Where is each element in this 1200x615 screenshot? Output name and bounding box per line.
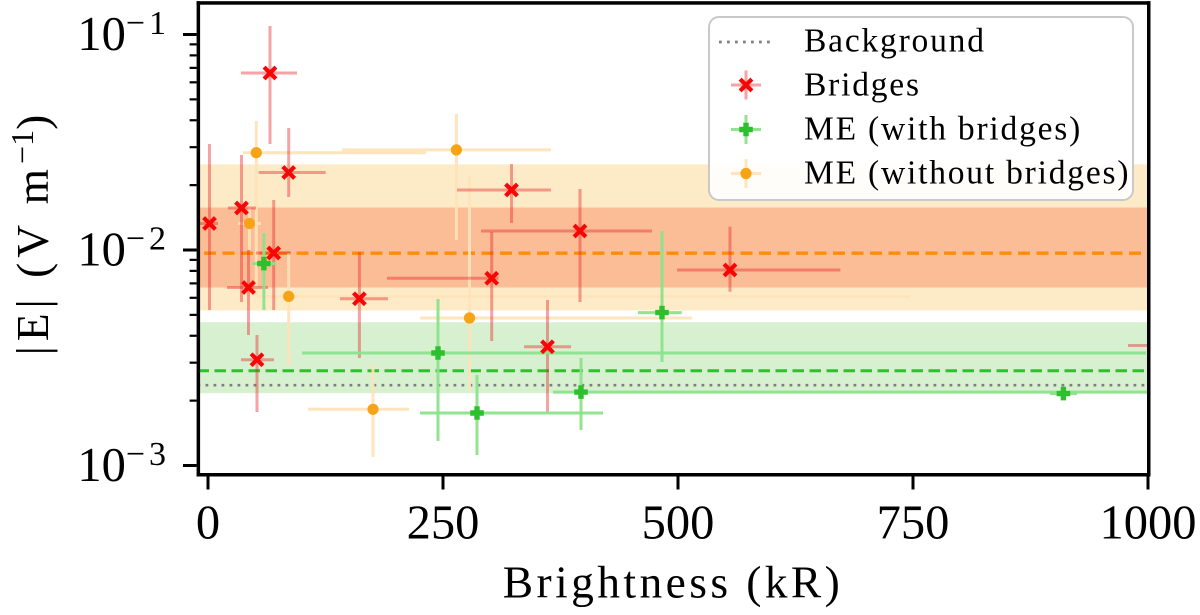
svg-text:500: 500 (642, 497, 715, 550)
svg-text:Background: Background (804, 22, 986, 59)
svg-text:250: 250 (407, 497, 480, 550)
svg-text:750: 750 (877, 497, 950, 550)
svg-text:0: 0 (196, 497, 220, 550)
svg-text:ME (with bridges): ME (with bridges) (804, 110, 1082, 147)
svg-text:Brightness (kR): Brightness (kR) (503, 557, 843, 608)
svg-text:Bridges: Bridges (804, 66, 921, 103)
svg-text:ME (without bridges): ME (without bridges) (804, 154, 1130, 191)
svg-text:1000: 1000 (1100, 497, 1197, 550)
